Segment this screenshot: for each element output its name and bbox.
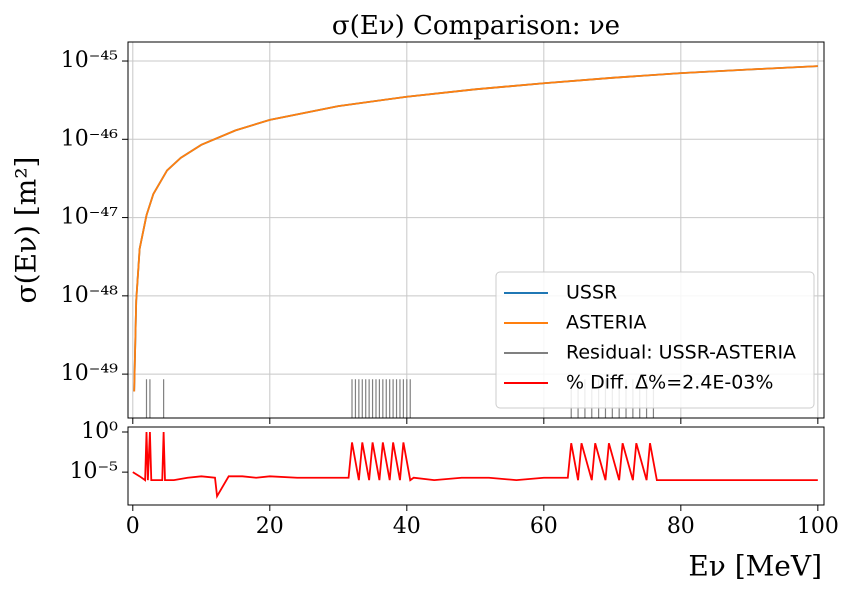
y-tick-label: 10⁻⁴⁸ (61, 283, 118, 308)
y-tick-label: 10⁻⁵ (70, 459, 118, 484)
axes-frame (127, 426, 825, 506)
y-axis-label: σ(Eν) [m²] (10, 157, 43, 304)
legend-label: ASTERIA (566, 312, 646, 334)
axes-frame (127, 41, 825, 419)
legend-label: % Diff. Δ̄%=2.4E-03% (566, 372, 773, 394)
x-tick-label: 0 (126, 514, 140, 539)
y-tick-label: 10⁻⁴⁵ (61, 48, 118, 73)
y-tick-label: 10⁻⁴⁶ (61, 126, 118, 151)
y-tick-label: 10⁻⁴⁹ (61, 361, 118, 386)
legend-box (495, 271, 815, 409)
x-tick-label: 100 (797, 514, 839, 539)
plot-area (132, 431, 818, 499)
plot-area (133, 65, 818, 418)
x-axis-label: Eν [MeV] (688, 550, 822, 583)
series-line (132, 431, 818, 499)
chart-title: σ(Eν) Comparison: νe (332, 11, 620, 41)
x-tick-label: 40 (393, 514, 421, 539)
y-tick-label: 10⁰ (81, 419, 118, 444)
series-line (133, 65, 818, 392)
x-tick-label: 80 (667, 514, 695, 539)
x-tick-label: 60 (530, 514, 558, 539)
legend-label: USSR (566, 282, 617, 304)
y-tick-label: 10⁻⁴⁷ (61, 205, 118, 230)
legend-label: Residual: USSR-ASTERIA (566, 342, 796, 364)
x-tick-label: 20 (256, 514, 284, 539)
